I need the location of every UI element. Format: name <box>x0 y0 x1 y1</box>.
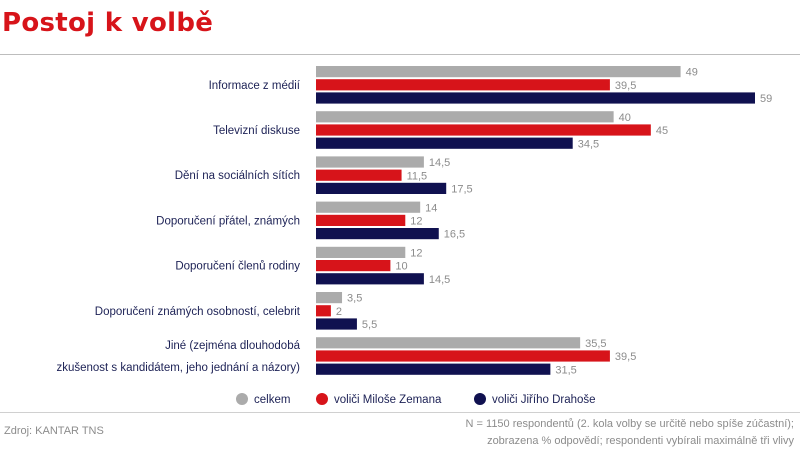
category-label: Jiné (zejména dlouhodobá <box>165 340 301 352</box>
legend-marker <box>236 393 248 405</box>
title-divider <box>0 54 800 55</box>
bar <box>316 318 357 330</box>
category-label: Dění na sociálních sítích <box>175 170 300 182</box>
bar <box>316 201 421 213</box>
sample-note-line-1: N = 1150 respondentů (2. kola volby se u… <box>465 418 794 430</box>
category-label: Televizní diskuse <box>213 125 300 137</box>
category-label: Doporučení členů rodiny <box>175 261 300 273</box>
category-label: Doporučení známých osobností, celebrit <box>95 306 301 318</box>
bar <box>316 156 424 168</box>
bar-value-label: 34,5 <box>578 138 599 150</box>
bar <box>316 350 610 362</box>
bar-value-label: 49 <box>686 67 698 79</box>
bar-value-label: 39,5 <box>615 351 636 363</box>
bar <box>316 66 681 78</box>
bar <box>316 260 391 272</box>
category-label: Doporučení přátel, známých <box>156 215 300 227</box>
bar-value-label: 5,5 <box>362 319 377 331</box>
bar-value-label: 11,5 <box>407 170 428 182</box>
footer-divider <box>0 412 800 413</box>
sample-note-line-2: zobrazena % odpovědí; respondenti vybíra… <box>487 435 794 447</box>
bar-value-label: 10 <box>395 261 407 273</box>
legend-label: voliči Jiřího Drahoše <box>492 394 596 406</box>
bar <box>316 124 651 136</box>
legend-marker <box>474 393 486 405</box>
bar <box>316 79 610 91</box>
bar <box>316 137 573 149</box>
sample-note: N = 1150 respondentů (2. kola volby se u… <box>374 416 794 450</box>
bar <box>316 111 614 123</box>
bar <box>316 182 447 194</box>
bar <box>316 337 581 349</box>
bar <box>316 273 424 285</box>
bar-value-label: 40 <box>619 112 631 124</box>
bar-value-label: 14,5 <box>429 157 450 169</box>
legend-label: celkem <box>254 394 290 406</box>
bar <box>316 292 343 304</box>
legend-label: voliči Miloše Zemana <box>334 394 442 406</box>
bar-value-label: 12 <box>410 248 422 260</box>
bar-value-label: 35,5 <box>585 338 606 350</box>
bar-value-label: 12 <box>410 216 422 228</box>
bar-value-label: 59 <box>760 93 772 105</box>
bar-value-label: 31,5 <box>555 364 576 376</box>
category-label: Informace z médií <box>209 80 301 92</box>
bar <box>316 214 406 226</box>
bar-value-label: 45 <box>656 125 668 137</box>
bar-value-label: 14,5 <box>429 274 450 286</box>
bar <box>316 363 551 375</box>
bar <box>316 228 439 240</box>
bar <box>316 305 331 317</box>
chart-title: Postoj k volbě <box>2 8 214 38</box>
bar-value-label: 17,5 <box>451 184 472 196</box>
bar <box>316 169 402 181</box>
bar-value-label: 3,5 <box>347 293 362 305</box>
source-note: Zdroj: KANTAR TNS <box>4 425 104 437</box>
category-label: zkušenost s kandidátem, jeho jednání a n… <box>56 362 300 374</box>
bar <box>316 92 755 104</box>
bar <box>316 246 406 258</box>
bar-value-label: 2 <box>336 306 342 318</box>
bar-value-label: 14 <box>425 202 437 214</box>
bar-value-label: 39,5 <box>615 80 636 92</box>
bar-value-label: 16,5 <box>444 229 465 241</box>
legend-marker <box>316 393 328 405</box>
bar-chart: Informace z médií 49 39,5 59 Televizní disku… <box>56 66 772 406</box>
